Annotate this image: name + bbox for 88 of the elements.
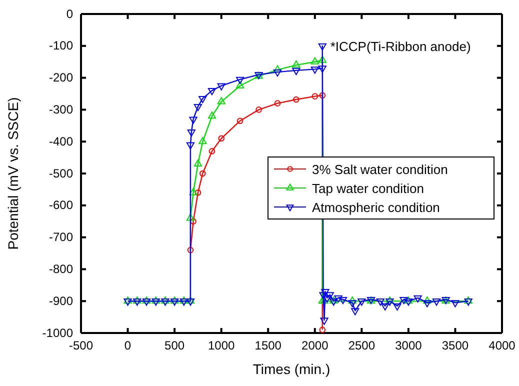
y-axis-title: Potential (mV vs. SSCE) [5, 97, 21, 250]
point [451, 300, 460, 308]
point [318, 43, 326, 51]
point [321, 288, 330, 296]
point [187, 129, 196, 137]
y-tick-label: -200 [48, 70, 74, 85]
point [124, 298, 132, 306]
point [256, 106, 262, 113]
point [393, 303, 402, 310]
point [423, 300, 432, 308]
point [348, 300, 356, 308]
x-tick-label: -500 [68, 338, 94, 353]
x-tick-label: 3000 [395, 338, 422, 353]
point [322, 295, 332, 303]
y-tick-label: -700 [48, 230, 74, 244]
point [310, 57, 319, 64]
point [319, 292, 328, 300]
point [198, 136, 207, 144]
x-axis-title: Times (min.) [252, 361, 330, 377]
point [186, 142, 195, 150]
point [386, 298, 394, 306]
y-tick-label: -500 [48, 166, 74, 180]
point [152, 298, 160, 306]
y-tick-label: -800 [48, 262, 74, 276]
legend-label: Tap water condition [312, 181, 424, 196]
point [414, 295, 422, 303]
point [161, 298, 170, 306]
point [318, 66, 326, 73]
point [217, 83, 226, 90]
point [320, 318, 328, 325]
point [334, 295, 342, 303]
point [208, 88, 216, 96]
legend-label: 3% Salt water condition [312, 162, 448, 177]
point [208, 111, 216, 119]
point [319, 92, 326, 98]
y-tick-label: -600 [48, 198, 74, 212]
point [292, 68, 300, 76]
point [189, 116, 198, 124]
y-tick-label: 0 [66, 6, 74, 21]
point [218, 135, 224, 142]
point [310, 66, 319, 74]
point [236, 76, 244, 84]
point [358, 298, 366, 306]
y-tick-label: -100 [48, 38, 74, 53]
x-tick-label: 1000 [208, 338, 236, 353]
point [404, 298, 413, 306]
y-tick-label: -400 [48, 134, 74, 148]
point [274, 100, 281, 106]
legend-label: Atmospheric condition [312, 200, 440, 215]
point [133, 298, 142, 306]
point [330, 298, 338, 306]
point [189, 188, 198, 196]
point [194, 190, 202, 196]
point [199, 170, 206, 177]
point [292, 60, 300, 68]
x-tick-label: 4000 [488, 338, 516, 353]
point [432, 298, 441, 306]
point [198, 96, 207, 104]
point [351, 308, 360, 316]
point [180, 298, 188, 306]
point [142, 298, 151, 306]
x-tick-label: 500 [164, 338, 185, 353]
point [170, 298, 179, 306]
point [312, 93, 318, 100]
point [326, 292, 334, 300]
point [208, 148, 216, 154]
x-tick-label: 2000 [302, 338, 329, 353]
x-tick-label: 0 [124, 338, 132, 353]
annotation: *ICCP(Ti-Ribbon anode) [330, 38, 471, 54]
point [318, 56, 326, 63]
point [236, 81, 244, 88]
y-tick-label: -300 [48, 102, 74, 117]
point [186, 298, 195, 306]
x-tick-label: 3500 [442, 338, 469, 353]
x-tick-label: 1500 [254, 338, 282, 353]
point [273, 70, 282, 77]
point [293, 96, 300, 103]
y-tick-label: -1000 [42, 326, 74, 340]
point [338, 296, 348, 304]
point [236, 118, 244, 124]
point [400, 296, 408, 304]
x-tick-label: 2500 [348, 338, 376, 353]
point [217, 97, 226, 104]
y-tick-label: -900 [48, 294, 74, 308]
point [376, 298, 384, 306]
point [194, 104, 202, 112]
point [464, 298, 472, 306]
point [380, 303, 390, 310]
